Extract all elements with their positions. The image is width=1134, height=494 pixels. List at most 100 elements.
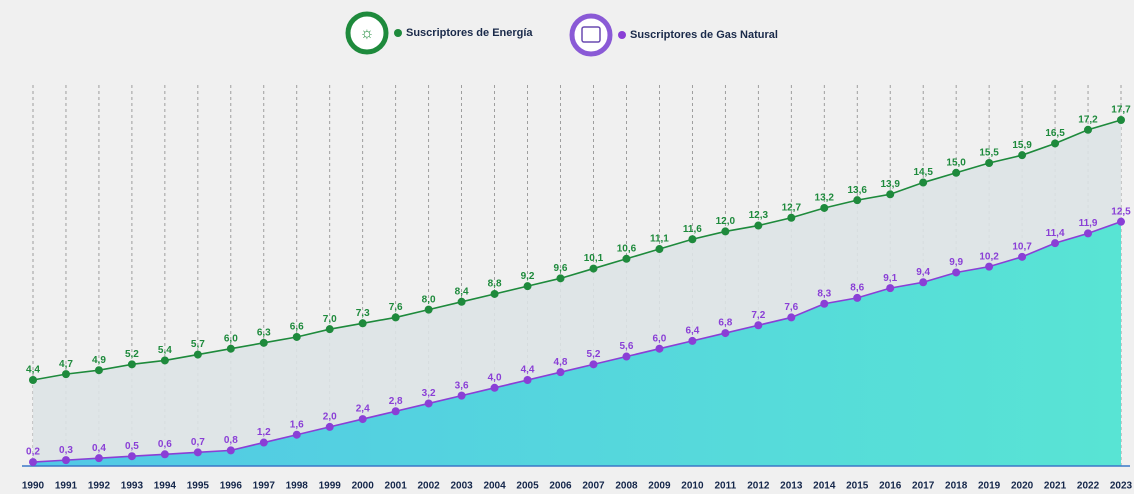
value-label: 5,4 [158,345,172,356]
point [622,352,631,361]
value-label: 8,0 [422,294,436,305]
point [820,299,829,308]
value-label: 0,2 [26,447,40,458]
line [32,220,1122,463]
point [424,305,433,314]
point [61,370,70,379]
x-tick-label: 2012 [747,481,770,492]
value-label: 9,6 [554,263,568,274]
point [1084,229,1093,238]
point [457,297,466,306]
value-label: 6,0 [224,333,238,344]
legend-label: Suscriptores de Energía [406,27,533,39]
value-label: 4,8 [554,357,568,368]
point [391,313,400,322]
point [391,407,400,416]
point [94,366,103,375]
point [29,458,37,467]
value-label: 6,0 [652,333,666,344]
point [985,262,994,271]
x-tick-label: 1999 [319,481,342,492]
value-label: 7,6 [389,302,403,313]
legend: ☼ Suscriptores de Energía Suscriptores d… [345,11,778,57]
point [523,375,532,384]
x-tick-label: 1993 [121,481,144,492]
x-tick-label: 2005 [516,481,539,492]
value-label: 11,1 [650,234,669,245]
value-label: 4,9 [92,355,106,366]
value-label: 7,6 [784,302,798,313]
x-tick-label: 2003 [450,481,473,492]
point [886,190,895,199]
point [523,282,532,291]
x-tick-label: 2021 [1044,481,1067,492]
x-tick-label: 2015 [846,481,869,492]
value-label: 16,5 [1045,128,1065,139]
x-tick-label: 2009 [648,481,671,492]
point [655,245,664,254]
point [226,344,235,353]
point [787,213,796,222]
point [61,456,70,465]
value-label: 9,9 [949,257,963,268]
value-label: 2,8 [389,396,403,407]
legend-label: Suscriptores de Gas Natural [630,29,778,41]
value-label: 12,5 [1111,206,1131,217]
value-label: 5,6 [620,341,634,352]
point [688,336,697,345]
value-label: 6,4 [685,326,699,337]
value-label: 5,2 [125,349,139,360]
value-label: 4,0 [488,372,502,383]
value-label: 8,6 [850,283,864,294]
value-label: 1,2 [257,427,271,438]
x-tick-label: 1994 [154,481,177,492]
value-label: 12,7 [782,202,802,213]
point [853,293,862,302]
point [127,452,136,461]
legend-swatch [618,31,626,39]
x-tick-label: 2007 [582,481,605,492]
value-label: 10,2 [979,251,999,262]
point [919,178,928,187]
value-label: 13,2 [815,193,835,204]
point [424,399,433,408]
point [655,344,664,353]
point [127,360,136,369]
legend-icon [569,13,613,57]
value-label: 3,2 [422,388,436,399]
value-label: 6,8 [718,318,732,329]
value-label: 8,4 [455,286,469,297]
value-label: 2,0 [323,412,337,423]
value-label: 6,3 [257,327,271,338]
value-label: 2,4 [356,404,370,415]
point [292,332,301,341]
point [358,319,367,328]
value-label: 0,8 [224,435,238,446]
x-tick-label: 2019 [978,481,1001,492]
point [259,338,268,347]
point [358,415,367,424]
x-tick-label: 2020 [1011,481,1034,492]
x-tick-label: 1998 [286,481,309,492]
value-label: 7,0 [323,314,337,325]
point [259,438,268,447]
legend-icon [345,11,389,55]
x-tick-label: 2011 [715,481,737,492]
value-label: 17,7 [1111,105,1131,116]
value-label: 9,2 [521,271,535,282]
value-label: 10,1 [584,253,604,264]
value-label: 13,9 [880,179,900,190]
point [787,313,796,322]
value-label: 9,1 [883,273,897,284]
point [490,289,499,298]
point [754,221,763,230]
value-label: 9,4 [916,267,930,278]
line [32,119,1122,381]
legend-swatch [394,29,402,37]
x-tick-label: 2016 [879,481,902,492]
point [820,203,829,212]
point [193,448,202,457]
x-tick-label: 2010 [681,481,704,492]
point [721,227,730,236]
